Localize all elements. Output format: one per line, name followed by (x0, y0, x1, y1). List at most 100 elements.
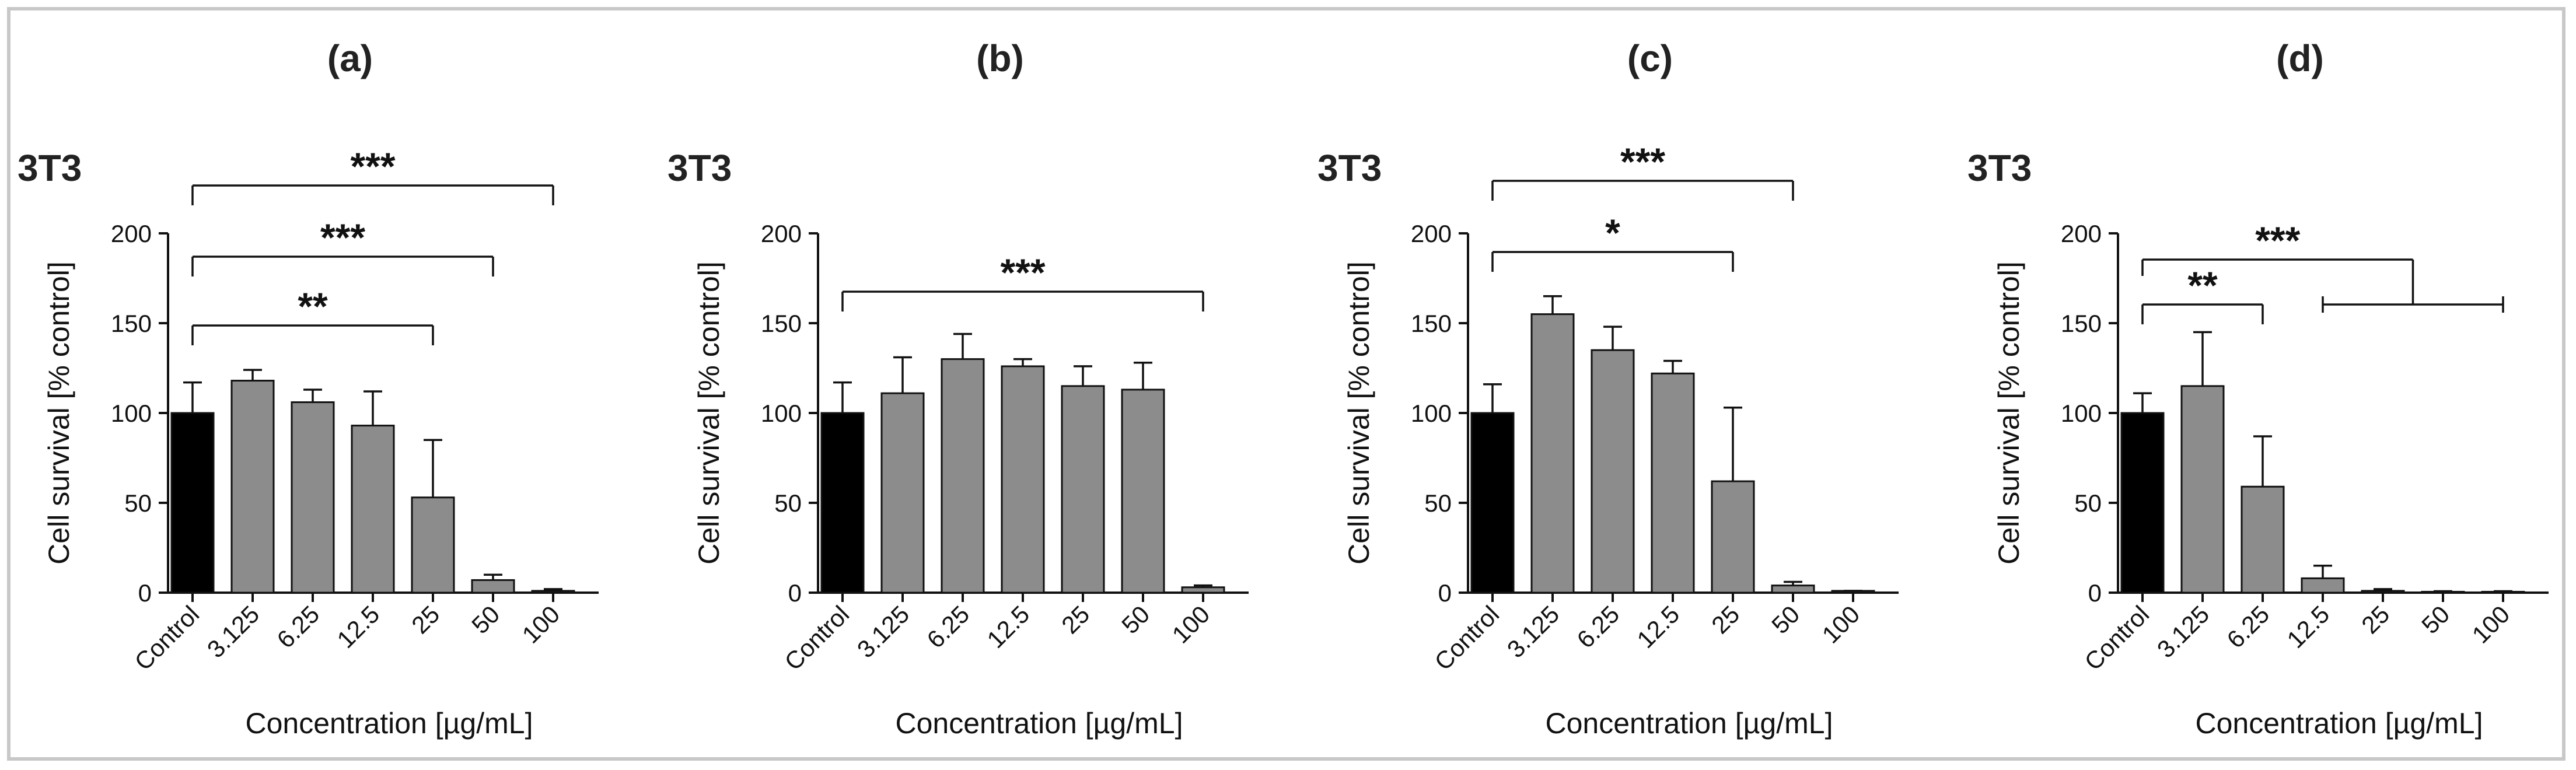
bar (291, 401, 335, 594)
x-tick-label: 12.5 (2281, 600, 2334, 653)
x-tick-label: Control (1429, 600, 1504, 676)
bar (1591, 349, 1635, 594)
x-tick-label: 12.5 (981, 600, 1034, 653)
cell-line-label: 3T3 (1317, 147, 1382, 189)
significance-three-stars: *** (320, 216, 365, 259)
y-axis-title: Cell survival [% control] (1993, 261, 2025, 565)
panel-letter: (b) (976, 37, 1024, 79)
significance-three-stars: *** (1620, 140, 1665, 183)
x-tick-label: 25 (1056, 600, 1095, 639)
y-axis-title: Cell survival [% control] (1343, 261, 1375, 565)
x-tick-label: 12.5 (1631, 600, 1684, 653)
y-tick-label: 150 (761, 310, 802, 337)
bar (820, 412, 865, 594)
y-tick-label: 50 (1424, 489, 1452, 517)
x-tick-label: 6.25 (2221, 600, 2274, 653)
bar (2361, 590, 2405, 594)
bar (1831, 590, 1875, 594)
bar (941, 358, 985, 594)
y-tick-label: 100 (761, 400, 802, 427)
significance-three-stars: *** (2255, 219, 2300, 262)
bar (1121, 388, 1165, 594)
y-tick-label: 0 (788, 579, 802, 607)
cell-line-label: 3T3 (18, 147, 82, 189)
significance-one-star: * (1605, 211, 1620, 254)
y-tick-label: 0 (2088, 579, 2102, 607)
figure-frame (7, 7, 2565, 761)
x-tick-label: Control (2079, 600, 2154, 676)
y-tick-label: 200 (761, 220, 802, 247)
x-tick-label: 100 (1167, 600, 1215, 649)
bar (230, 380, 275, 594)
x-tick-label: 25 (406, 600, 445, 639)
x-tick-label: 3.125 (2152, 600, 2215, 663)
bar (1651, 372, 1695, 594)
y-tick-label: 100 (2061, 400, 2102, 427)
bar (1470, 412, 1515, 594)
significance-two-stars: ** (2187, 264, 2218, 307)
bar (2421, 590, 2465, 594)
x-axis-title: Concentration [µg/mL] (2196, 707, 2483, 740)
y-tick-label: 200 (1411, 220, 1452, 247)
x-tick-label: 50 (2416, 600, 2455, 639)
y-tick-label: 50 (774, 489, 802, 517)
bar (1181, 586, 1225, 594)
y-tick-label: 150 (1411, 310, 1452, 337)
significance-three-stars: *** (350, 145, 395, 188)
x-tick-label: 12.5 (331, 600, 385, 653)
x-tick-label: Control (129, 600, 204, 676)
y-tick-label: 0 (138, 579, 152, 607)
y-tick-label: 150 (111, 310, 152, 337)
x-tick-label: 100 (2467, 600, 2515, 649)
panel-letter: (a) (327, 37, 373, 79)
bar (471, 579, 515, 594)
x-tick-label: 3.125 (852, 600, 915, 663)
y-tick-label: 200 (111, 220, 152, 247)
panel-letter: (d) (2276, 37, 2324, 79)
bar (2180, 385, 2225, 594)
cell-line-label: 3T3 (1967, 147, 2032, 189)
x-tick-label: 6.25 (271, 600, 324, 653)
x-tick-label: Control (779, 600, 854, 676)
x-tick-label: 6.25 (1571, 600, 1624, 653)
bar (411, 496, 455, 594)
y-tick-label: 0 (1438, 579, 1452, 607)
x-tick-label: 3.125 (1502, 600, 1565, 663)
x-tick-label: 3.125 (202, 600, 265, 663)
x-tick-label: 25 (1706, 600, 1745, 639)
x-tick-label: 100 (1817, 600, 1865, 649)
panel-letter: (c) (1627, 37, 1673, 79)
bar (1001, 365, 1045, 594)
x-tick-label: 50 (1116, 600, 1155, 639)
y-tick-label: 200 (2061, 220, 2102, 247)
bar (2481, 590, 2525, 594)
bar (1530, 313, 1575, 594)
x-axis-title: Concentration [µg/mL] (246, 707, 533, 740)
x-axis-title: Concentration [µg/mL] (896, 707, 1183, 740)
bar (2241, 485, 2285, 594)
y-axis-title: Cell survival [% control] (693, 261, 725, 565)
y-tick-label: 100 (1411, 400, 1452, 427)
bar (351, 425, 395, 594)
bar (1711, 480, 1755, 594)
bar (2120, 412, 2165, 594)
x-tick-label: 6.25 (921, 600, 974, 653)
bar (2301, 577, 2345, 594)
y-tick-label: 50 (2074, 489, 2102, 517)
bar (1061, 385, 1105, 594)
y-axis-title: Cell survival [% control] (43, 261, 75, 565)
x-tick-label: 25 (2356, 600, 2395, 639)
bar (531, 590, 575, 594)
y-tick-label: 50 (124, 489, 152, 517)
bar (1771, 584, 1815, 594)
y-tick-label: 150 (2061, 310, 2102, 337)
bar (880, 392, 925, 594)
x-tick-label: 50 (1766, 600, 1805, 639)
y-tick-label: 100 (111, 400, 152, 427)
x-axis-title: Concentration [µg/mL] (1546, 707, 1833, 740)
x-tick-label: 100 (517, 600, 565, 649)
significance-three-stars: *** (1000, 251, 1045, 294)
bar (170, 412, 215, 594)
